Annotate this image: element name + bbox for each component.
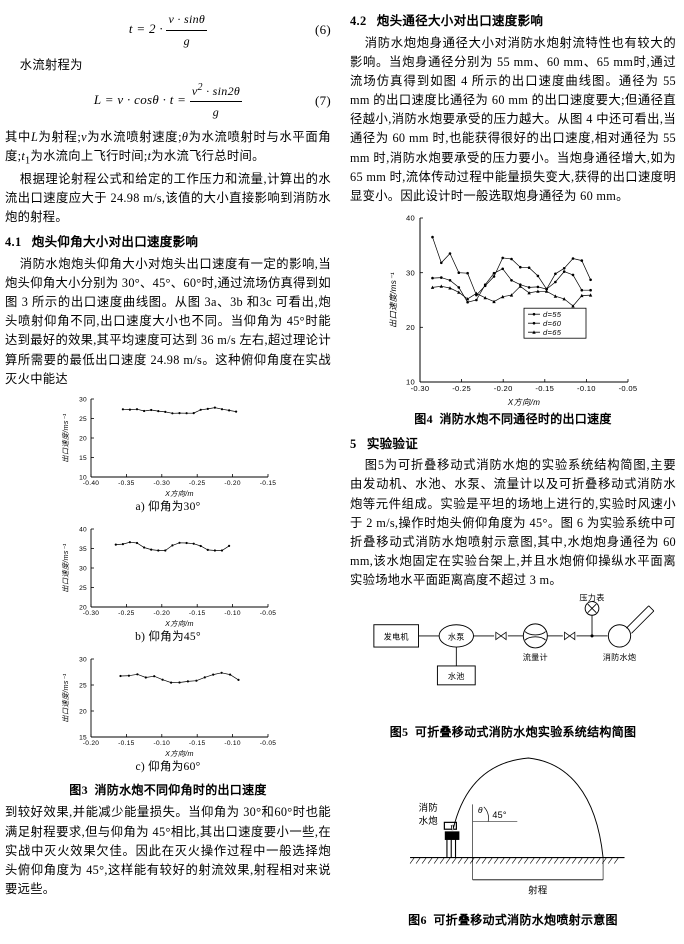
svg-text:10: 10: [79, 474, 87, 481]
svg-text:-0.05: -0.05: [259, 740, 275, 747]
svg-text:40: 40: [79, 526, 87, 533]
svg-text:d=60: d=60: [543, 319, 562, 328]
svg-text:出口速度/ms⁻¹: 出口速度/ms⁻¹: [61, 543, 70, 593]
svg-text:射程: 射程: [528, 885, 548, 896]
svg-text:流量计: 流量计: [523, 652, 548, 662]
svg-text:25: 25: [79, 416, 87, 423]
svg-text:-0.05: -0.05: [619, 384, 638, 393]
svg-text:-0.15: -0.15: [259, 480, 275, 487]
svg-text:10: 10: [406, 378, 415, 387]
svg-text:X方向/m: X方向/m: [164, 619, 194, 628]
svg-text:20: 20: [79, 604, 87, 611]
svg-text:-0.25: -0.25: [452, 384, 471, 393]
svg-text:消防水炮: 消防水炮: [603, 652, 637, 662]
svg-text:30: 30: [79, 565, 87, 572]
svg-text:20: 20: [79, 435, 87, 442]
svg-text:出口速度/ms⁻¹: 出口速度/ms⁻¹: [389, 272, 398, 328]
svg-text:-0.25: -0.25: [188, 480, 205, 487]
svg-text:40: 40: [406, 214, 415, 223]
svg-text:X方向/m: X方向/m: [164, 749, 194, 758]
svg-text:水池: 水池: [448, 671, 465, 681]
svg-text:-0.10: -0.10: [224, 610, 241, 617]
svg-text:-0.20: -0.20: [224, 480, 241, 487]
svg-text:-0.15: -0.15: [188, 740, 205, 747]
svg-text:水炮: 水炮: [419, 815, 439, 826]
svg-text:消防: 消防: [419, 802, 438, 813]
svg-text:-0.30: -0.30: [153, 480, 170, 487]
svg-text:出口速度/ms⁻¹: 出口速度/ms⁻¹: [61, 413, 70, 463]
svg-text:θ: θ: [478, 805, 483, 815]
svg-text:30: 30: [79, 656, 87, 663]
svg-text:-0.10: -0.10: [224, 740, 241, 747]
svg-text:压力表: 压力表: [579, 593, 604, 603]
svg-text:发电机: 发电机: [384, 632, 409, 642]
svg-text:30: 30: [406, 268, 415, 277]
svg-text:出口速度/ms⁻¹: 出口速度/ms⁻¹: [61, 673, 70, 723]
svg-text:d=55: d=55: [543, 310, 562, 319]
svg-text:-0.15: -0.15: [535, 384, 554, 393]
svg-text:-0.05: -0.05: [259, 610, 275, 617]
svg-text:X方向/m: X方向/m: [507, 398, 540, 407]
svg-text:d=65: d=65: [543, 328, 562, 337]
svg-text:30: 30: [79, 396, 87, 403]
svg-text:45°: 45°: [492, 810, 507, 820]
svg-text:15: 15: [79, 734, 87, 741]
svg-text:水泵: 水泵: [448, 632, 465, 642]
svg-text:35: 35: [79, 546, 87, 553]
svg-text:20: 20: [79, 708, 87, 715]
svg-text:-0.35: -0.35: [118, 480, 135, 487]
svg-text:-0.20: -0.20: [153, 610, 170, 617]
svg-text:25: 25: [79, 682, 87, 689]
svg-text:25: 25: [79, 585, 87, 592]
svg-text:-0.15: -0.15: [118, 740, 135, 747]
svg-text:-0.25: -0.25: [118, 610, 135, 617]
svg-text:-0.20: -0.20: [494, 384, 513, 393]
svg-text:20: 20: [406, 323, 415, 332]
svg-text:-0.10: -0.10: [153, 740, 170, 747]
svg-text:X方向/m: X方向/m: [164, 489, 194, 498]
svg-text:-0.10: -0.10: [577, 384, 596, 393]
svg-text:-0.15: -0.15: [188, 610, 205, 617]
svg-text:15: 15: [79, 455, 87, 462]
